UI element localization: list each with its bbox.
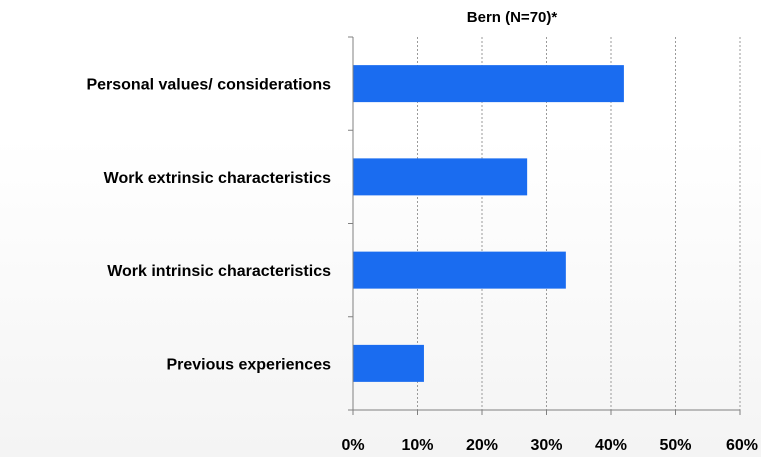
axes: [348, 36, 741, 415]
x-tick-label: 0%: [341, 437, 364, 454]
x-tick-label: 20%: [466, 437, 498, 454]
category-label: Work intrinsic characteristics: [107, 263, 331, 280]
bar-4: [353, 344, 424, 382]
x-tick-labels: 0% 10% 20% 30% 40% 50% 60%: [341, 437, 758, 454]
bar-3: [353, 251, 566, 289]
bars: [353, 65, 624, 382]
chart-title: Bern (N=70)*: [467, 9, 558, 26]
category-label: Previous experiences: [166, 356, 331, 373]
category-label: Personal values/ considerations: [86, 77, 331, 94]
category-label: Work extrinsic characteristics: [104, 170, 331, 187]
x-tick-label: 30%: [530, 437, 562, 454]
x-tick-label: 60%: [726, 437, 758, 454]
category-labels: Personal values/ considerations Work extr…: [86, 77, 331, 374]
bar-2: [353, 158, 528, 196]
x-tick-label: 40%: [595, 437, 627, 454]
bar-1: [353, 65, 624, 103]
x-tick-label: 10%: [401, 437, 433, 454]
x-tick-label: 50%: [659, 437, 691, 454]
